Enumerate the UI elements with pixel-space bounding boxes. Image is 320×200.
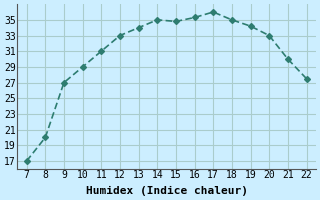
X-axis label: Humidex (Indice chaleur): Humidex (Indice chaleur) bbox=[85, 186, 248, 196]
